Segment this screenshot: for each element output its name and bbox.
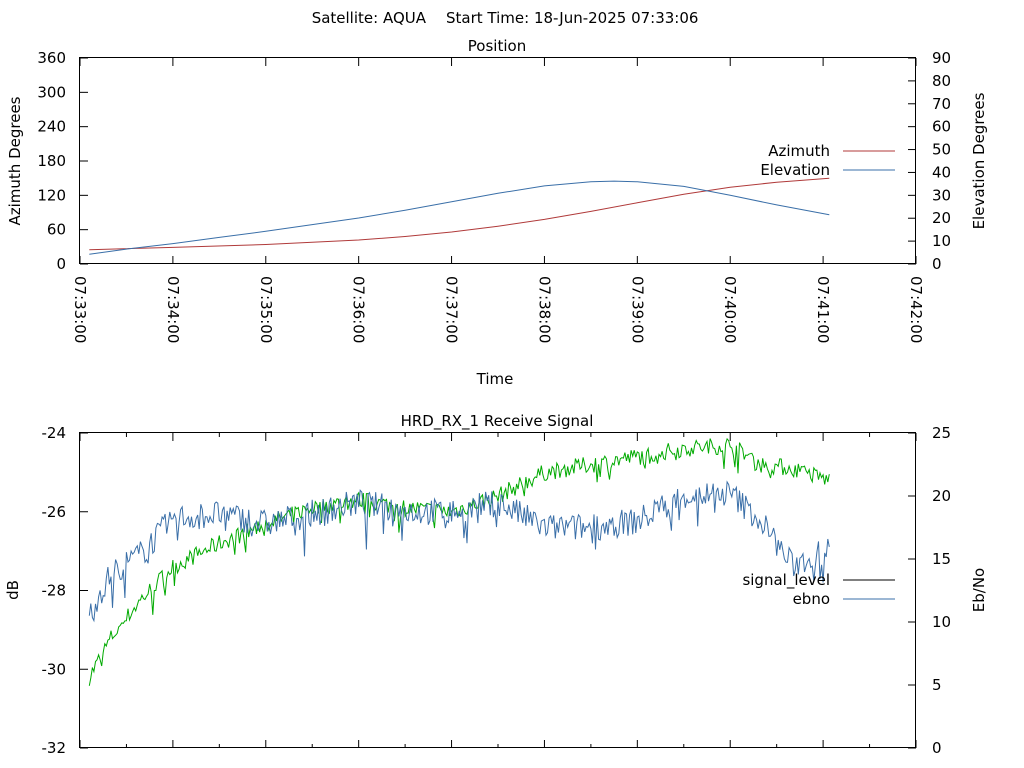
position-x-label: Time [476, 370, 514, 388]
position-elevation-axis: 0 10 20 30 40 50 60 70 80 90 [908, 49, 951, 273]
elevation-tick-label: 60 [932, 118, 951, 136]
elevation-tick-label: 90 [932, 49, 951, 67]
signal-y-label: dB [4, 580, 22, 600]
position-time-axis: 07:33:00 07:34:00 07:35:00 07:36:00 07:37:00… [71, 58, 925, 343]
elevation-tick-label: 0 [932, 255, 942, 273]
time-tick-label: 07:41:00 [814, 276, 832, 343]
ebno-tick-label: 0 [932, 739, 942, 757]
time-tick-label: 07:33:00 [71, 276, 89, 343]
position-y-label: Azimuth Degrees [6, 96, 24, 225]
ebno-line [88, 480, 830, 623]
position-azimuth-axis: 0 60 120 180 240 300 360 [37, 49, 88, 273]
time-tick-label: 07:36:00 [350, 276, 368, 343]
azimuth-tick-label: 0 [56, 255, 66, 273]
elevation-tick-label: 50 [932, 141, 951, 159]
elevation-legend-label: Elevation [760, 161, 830, 179]
start-time-label: Start Time: 18-Jun-2025 07:33:06 [446, 9, 698, 27]
azimuth-tick-label: 180 [37, 152, 66, 170]
ebno-tick-label: 5 [932, 676, 942, 694]
signal-ebno-axis: 0 5 10 15 20 25 [908, 424, 951, 757]
position-chart-frame [79, 57, 916, 264]
position-chart: Position 0 60 120 180 240 300 360 0 10 20 30 40 50 6… [6, 37, 988, 388]
signal-chart-title: HRD_RX_1 Receive Signal [401, 412, 594, 431]
signal-level-line [88, 437, 830, 686]
azimuth-tick-label: 120 [37, 186, 66, 204]
ebno-legend-label: ebno [793, 590, 830, 608]
signal-time-axis [79, 433, 917, 748]
time-tick-label: 07:38:00 [535, 276, 553, 343]
elevation-tick-label: 40 [932, 163, 951, 181]
elevation-tick-label: 10 [932, 232, 951, 250]
elevation-tick-label: 30 [932, 186, 951, 204]
signal-level-legend-label: signal_level [742, 571, 830, 590]
time-tick-label: 07:34:00 [164, 276, 182, 343]
signal-db-axis: -32 -30 -28 -26 -24 [42, 424, 88, 757]
elevation-tick-label: 80 [932, 72, 951, 90]
db-tick-label: -26 [42, 503, 67, 521]
azimuth-legend-label: Azimuth [768, 142, 830, 160]
time-tick-label: 07:42:00 [907, 276, 925, 343]
ebno-tick-label: 25 [932, 424, 951, 442]
signal-series [88, 437, 830, 686]
db-tick-label: -28 [42, 582, 67, 600]
db-tick-label: -30 [42, 660, 67, 678]
time-tick-label: 07:35:00 [257, 276, 275, 343]
time-tick-label: 07:37:00 [443, 276, 461, 343]
time-tick-label: 07:39:00 [628, 276, 646, 343]
position-series [89, 177, 830, 255]
db-tick-label: -32 [42, 739, 67, 757]
db-tick-label: -24 [42, 424, 67, 442]
ebno-tick-label: 15 [932, 550, 951, 568]
ebno-tick-label: 10 [932, 613, 951, 631]
signal-chart: HRD_RX_1 Receive Signal -32-30-28-26-24 … [4, 412, 988, 757]
signal-chart-frame [79, 432, 916, 748]
azimuth-tick-label: 300 [37, 83, 66, 101]
azimuth-tick-label: 240 [37, 118, 66, 136]
position-y2-label: Elevation Degrees [970, 92, 988, 229]
azimuth-line [89, 177, 830, 251]
position-chart-title: Position [468, 37, 526, 55]
azimuth-tick-label: 360 [37, 49, 66, 67]
elevation-line [89, 180, 830, 255]
time-tick-label: 07:40:00 [721, 276, 739, 343]
elevation-tick-label: 20 [932, 209, 951, 227]
elevation-tick-label: 70 [932, 95, 951, 113]
ebno-tick-label: 20 [932, 487, 951, 505]
signal-y2-label: Eb/No [970, 568, 988, 612]
satellite-label: Satellite: AQUA [312, 9, 427, 27]
azimuth-tick-label: 60 [47, 221, 66, 239]
